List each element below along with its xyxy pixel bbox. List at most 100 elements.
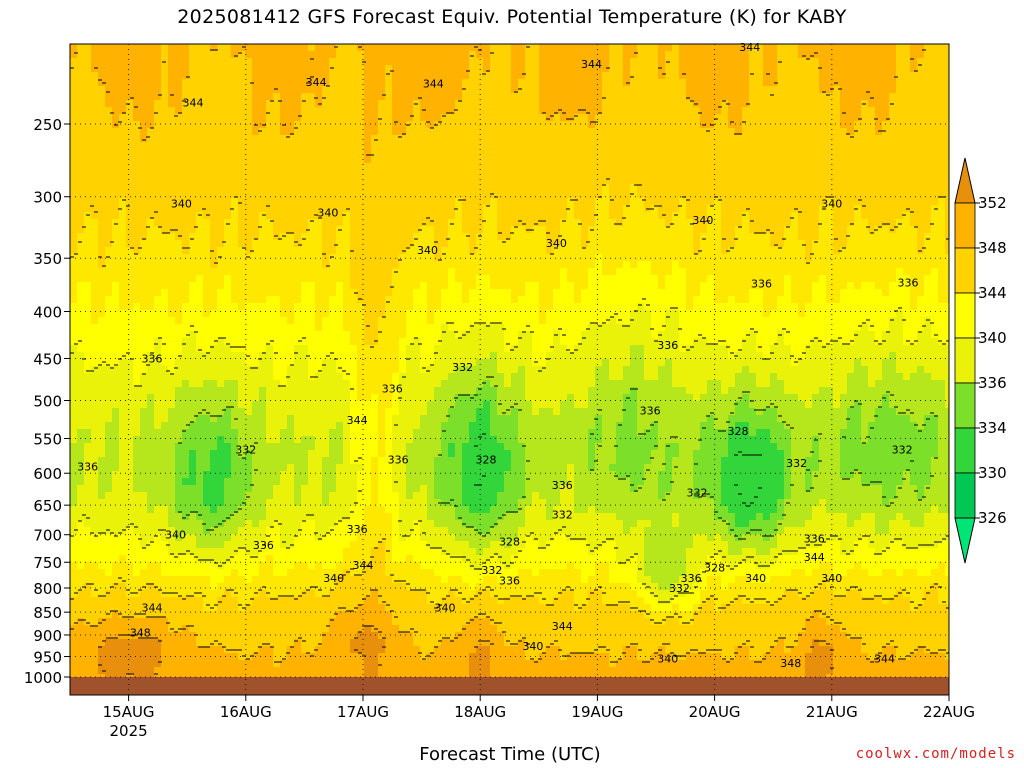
heatmap-cell: [665, 79, 673, 87]
heatmap-cell: [259, 65, 267, 73]
heatmap-cell: [126, 86, 134, 94]
heatmap-cell: [196, 226, 204, 234]
heatmap-cell: [140, 296, 148, 304]
heatmap-cell: [924, 170, 932, 178]
heatmap-cell: [161, 72, 169, 80]
heatmap-cell: [203, 156, 211, 164]
heatmap-cell: [196, 233, 204, 241]
heatmap-cell: [581, 72, 589, 80]
heatmap-cell: [182, 156, 190, 164]
heatmap-cell: [119, 142, 127, 150]
heatmap-cell: [924, 303, 932, 311]
heatmap-cell: [721, 44, 729, 52]
heatmap-cell: [686, 44, 694, 52]
heatmap-cell: [602, 282, 610, 290]
heatmap-cell: [252, 135, 260, 143]
heatmap-cell: [392, 317, 400, 325]
heatmap-cell: [651, 289, 659, 297]
heatmap-cell: [182, 240, 190, 248]
heatmap-cell: [133, 79, 141, 87]
heatmap-cell: [238, 240, 246, 248]
heatmap-cell: [119, 310, 127, 318]
heatmap-cell: [343, 177, 351, 185]
heatmap-cell: [301, 289, 309, 297]
heatmap-cell: [175, 233, 183, 241]
heatmap-cell: [441, 163, 449, 171]
heatmap-cell: [245, 254, 253, 262]
heatmap-cell: [308, 163, 316, 171]
heatmap-cell: [343, 121, 351, 129]
heatmap-cell: [770, 240, 778, 248]
heatmap-cell: [945, 261, 949, 269]
heatmap-cell: [875, 100, 883, 108]
heatmap-cell: [301, 107, 309, 115]
heatmap-cell: [329, 205, 337, 213]
heatmap-cell: [791, 149, 799, 157]
heatmap-cell: [882, 240, 890, 248]
heatmap-cell: [462, 219, 470, 227]
heatmap-cell: [938, 191, 946, 199]
heatmap-cell: [525, 79, 533, 87]
heatmap-cell: [462, 128, 470, 136]
heatmap-cell: [266, 254, 274, 262]
heatmap-cell: [231, 261, 239, 269]
heatmap-cell: [798, 72, 806, 80]
heatmap-cell: [266, 212, 274, 220]
heatmap-cell: [756, 65, 764, 73]
heatmap-cell: [791, 212, 799, 220]
heatmap-cell: [490, 275, 498, 283]
heatmap-cell: [532, 205, 540, 213]
heatmap-cell: [889, 170, 897, 178]
heatmap-cell: [70, 289, 78, 297]
heatmap-cell: [826, 121, 834, 129]
heatmap-cell: [861, 114, 869, 122]
heatmap-cell: [651, 107, 659, 115]
heatmap-cell: [917, 296, 925, 304]
heatmap-cell: [469, 107, 477, 115]
heatmap-cell: [889, 44, 897, 52]
heatmap-cell: [833, 289, 841, 297]
heatmap-cell: [266, 100, 274, 108]
heatmap-cell: [889, 310, 897, 318]
heatmap-cell: [924, 254, 932, 262]
heatmap-cell: [903, 177, 911, 185]
heatmap-cell: [525, 156, 533, 164]
heatmap-cell: [840, 303, 848, 311]
heatmap-cell: [525, 275, 533, 283]
heatmap-cell: [434, 114, 442, 122]
heatmap-cell: [791, 310, 799, 318]
heatmap-cell: [770, 58, 778, 66]
heatmap-cell: [462, 142, 470, 150]
heatmap-cell: [490, 310, 498, 318]
heatmap-cell: [399, 303, 407, 311]
heatmap-cell: [854, 79, 862, 87]
heatmap-cell: [693, 282, 701, 290]
heatmap-cell: [875, 254, 883, 262]
heatmap-cell: [728, 72, 736, 80]
heatmap-cell: [826, 212, 834, 220]
heatmap-cell: [217, 121, 225, 129]
heatmap-cell: [854, 177, 862, 185]
heatmap-cell: [931, 135, 939, 143]
heatmap-cell: [756, 93, 764, 101]
heatmap-cell: [532, 275, 540, 283]
heatmap-cell: [378, 219, 386, 227]
heatmap-cell: [945, 135, 949, 143]
heatmap-cell: [721, 170, 729, 178]
heatmap-cell: [182, 163, 190, 171]
heatmap-cell: [728, 184, 736, 192]
heatmap-cell: [763, 268, 771, 276]
heatmap-cell: [399, 198, 407, 206]
heatmap-cell: [469, 51, 477, 59]
heatmap-cell: [350, 135, 358, 143]
heatmap-cell: [413, 240, 421, 248]
heatmap-cell: [700, 205, 708, 213]
heatmap-cell: [266, 219, 274, 227]
heatmap-cell: [658, 233, 666, 241]
heatmap-cell: [154, 58, 162, 66]
heatmap-cell: [406, 317, 414, 325]
heatmap-cell: [357, 303, 365, 311]
heatmap-cell: [294, 275, 302, 283]
heatmap-cell: [266, 198, 274, 206]
heatmap-cell: [686, 100, 694, 108]
